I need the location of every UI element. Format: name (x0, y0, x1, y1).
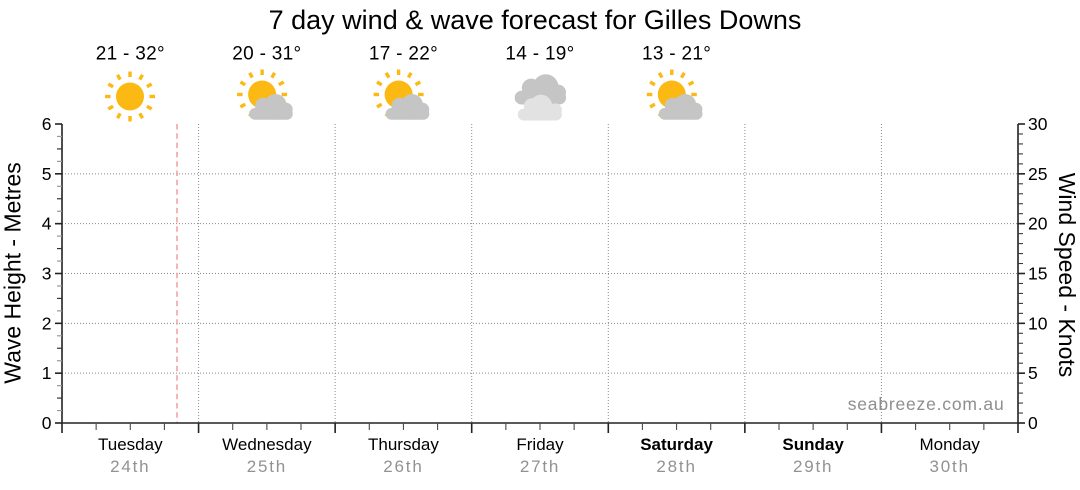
svg-text:Sunday: Sunday (782, 435, 844, 454)
svg-text:30: 30 (1028, 114, 1048, 134)
svg-text:27th: 27th (520, 457, 560, 476)
svg-text:4: 4 (42, 214, 52, 234)
svg-text:7 day wind & wave forecast for: 7 day wind & wave forecast for Gilles Do… (269, 5, 802, 35)
svg-text:15: 15 (1028, 264, 1047, 284)
svg-text:Wind Speed - Knots: Wind Speed - Knots (1054, 173, 1080, 378)
svg-text:14 - 19°: 14 - 19° (505, 44, 574, 65)
svg-text:21 - 32°: 21 - 32° (96, 44, 165, 65)
svg-text:20 - 31°: 20 - 31° (232, 44, 301, 65)
svg-text:10: 10 (1028, 313, 1048, 333)
svg-text:Monday: Monday (919, 435, 980, 454)
svg-text:26th: 26th (383, 457, 423, 476)
svg-text:Friday: Friday (516, 435, 564, 454)
svg-text:17 - 22°: 17 - 22° (369, 44, 438, 65)
svg-text:3: 3 (42, 264, 52, 284)
svg-text:29th: 29th (793, 457, 833, 476)
svg-text:Wednesday: Wednesday (222, 435, 312, 454)
svg-text:Wave Height - Metres: Wave Height - Metres (0, 162, 26, 384)
svg-text:Tuesday: Tuesday (98, 435, 163, 454)
svg-text:5: 5 (42, 164, 52, 184)
svg-text:Saturday: Saturday (640, 435, 713, 454)
svg-text:0: 0 (42, 413, 52, 433)
svg-text:0: 0 (1028, 413, 1038, 433)
svg-text:1: 1 (42, 363, 52, 383)
svg-text:25th: 25th (247, 457, 287, 476)
svg-text:28th: 28th (656, 457, 696, 476)
svg-text:Thursday: Thursday (368, 435, 439, 454)
svg-text:24th: 24th (110, 457, 150, 476)
svg-text:20: 20 (1028, 214, 1048, 234)
svg-text:5: 5 (1028, 363, 1038, 383)
svg-text:25: 25 (1028, 164, 1047, 184)
svg-text:seabreeze.com.au: seabreeze.com.au (848, 394, 1005, 414)
svg-text:30th: 30th (930, 457, 970, 476)
svg-text:13 - 21°: 13 - 21° (642, 44, 711, 65)
svg-text:6: 6 (42, 114, 52, 134)
svg-text:2: 2 (42, 313, 52, 333)
